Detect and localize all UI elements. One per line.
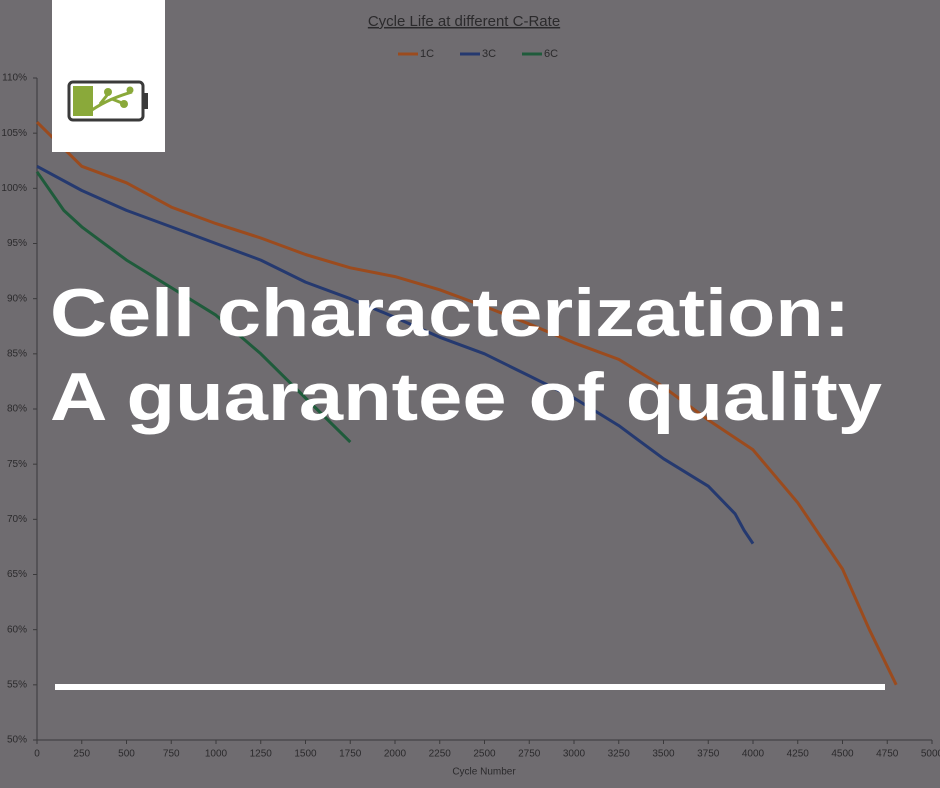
legend-label: 3C [482, 48, 496, 60]
underline-bar [55, 684, 885, 690]
x-tick-label: 5000 [921, 749, 940, 760]
x-tick-label: 2500 [473, 749, 496, 760]
x-tick-label: 2250 [429, 749, 452, 760]
logo [52, 0, 165, 152]
y-tick-label: 90% [7, 293, 27, 304]
y-tick-label: 70% [7, 514, 27, 525]
x-tick-label: 2000 [384, 749, 407, 760]
series-line [36, 164, 755, 545]
battery-fill [73, 86, 93, 116]
series-line [35, 170, 352, 444]
x-tick-label: 750 [163, 749, 180, 760]
logo-box [52, 0, 165, 152]
leaf [104, 88, 112, 96]
legend-label: 1C [420, 48, 434, 60]
headline-line: A guarantee of quality [50, 359, 882, 435]
leaf [126, 86, 134, 94]
y-tick-label: 80% [7, 404, 27, 415]
battery-tip [143, 93, 148, 109]
x-tick-label: 3750 [697, 749, 720, 760]
x-tick-label: 500 [118, 749, 135, 760]
y-tick-label: 55% [7, 679, 27, 690]
x-tick-label: 1000 [205, 749, 228, 760]
x-tick-label: 3250 [608, 749, 631, 760]
y-tick-label: 110% [2, 73, 27, 84]
y-tick-label: 60% [7, 624, 27, 635]
leaf [120, 100, 128, 108]
y-tick-label: 75% [7, 459, 27, 470]
x-axis-label: Cycle Number [452, 767, 516, 778]
y-tick-label: 95% [7, 238, 27, 249]
y-tick-label: 85% [7, 348, 27, 359]
x-tick-label: 3500 [652, 749, 675, 760]
headline-line: Cell characterization: [50, 275, 850, 351]
x-tick-label: 3000 [563, 749, 586, 760]
x-tick-label: 4750 [876, 749, 899, 760]
y-tick-label: 50% [7, 735, 27, 746]
plot-area: 50% 55% 60% 65% 70% 75% 80% 85% 90% 95% 100% 105% 11… [1, 48, 940, 760]
x-tick-label: 2750 [518, 749, 541, 760]
series-line [35, 121, 898, 686]
x-tick-label: 0 [34, 749, 40, 760]
chart-title: Cycle Life at different C-Rate [368, 13, 560, 30]
x-tick-label: 250 [73, 749, 90, 760]
y-tick-label: 100% [1, 183, 27, 194]
x-tick-label: 1750 [339, 749, 362, 760]
x-tick-label: 1250 [250, 749, 273, 760]
x-tick-label: 4500 [831, 749, 854, 760]
x-tick-label: 4000 [742, 749, 765, 760]
x-tick-label: 1500 [294, 749, 317, 760]
y-tick-label: 105% [1, 128, 27, 139]
legend-label: 6C [544, 48, 558, 60]
y-tick-label: 65% [7, 569, 27, 580]
x-tick-label: 4250 [787, 749, 810, 760]
